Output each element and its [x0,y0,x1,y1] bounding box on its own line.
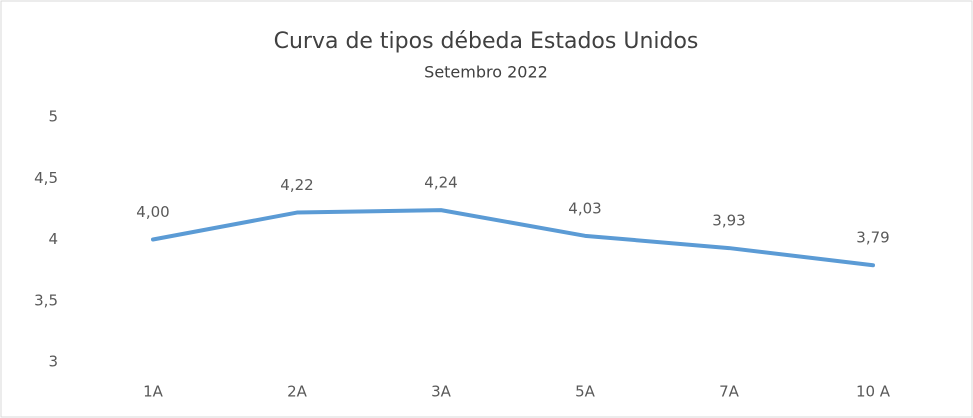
x-tick-label: 7A [719,383,740,401]
x-tick-label: 10 A [856,383,891,401]
y-tick-label: 4 [48,230,58,248]
data-label: 4,00 [136,203,169,221]
data-label: 3,93 [712,212,745,230]
x-tick-label: 2A [287,383,308,401]
chart-subtitle: Setembro 2022 [424,63,548,82]
x-tick-label: 5A [575,383,596,401]
y-tick-label: 5 [48,108,58,126]
y-tick-label: 3,5 [34,291,58,309]
x-tick-label: 3A [431,383,452,401]
y-tick-label: 4,5 [34,169,58,187]
x-tick-label: 1A [143,383,164,401]
data-label: 4,24 [424,174,457,192]
data-label: 4,22 [280,176,313,194]
data-label: 4,03 [568,199,601,217]
y-tick-label: 3 [48,353,58,371]
chart-title: Curva de tipos débeda Estados Unidos [274,29,699,54]
line-series [151,208,875,268]
data-label: 3,79 [856,229,889,247]
